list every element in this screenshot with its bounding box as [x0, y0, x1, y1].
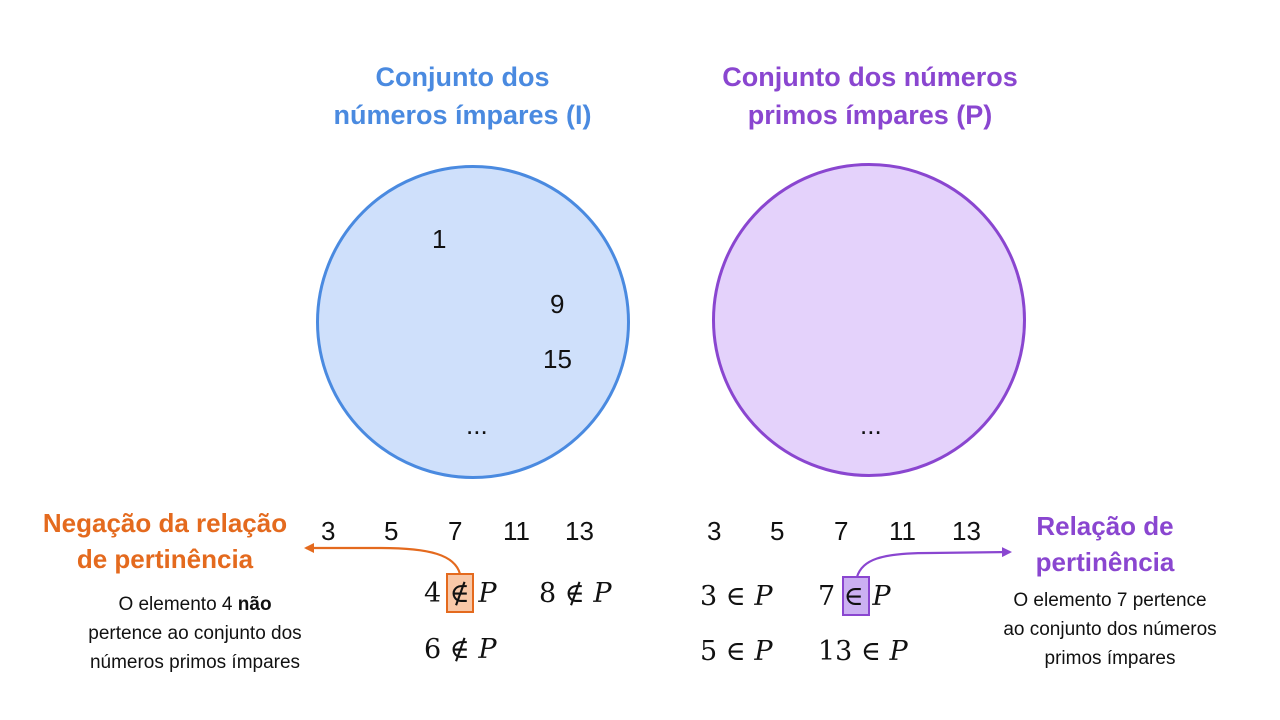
negation-expression: 4 ∉ P [424, 578, 497, 609]
relation-title: Relação de pertinência [1035, 511, 1175, 577]
set-i-element: 1 [432, 224, 447, 254]
negation-expression: 6 ∉ P [424, 634, 497, 665]
left-row-number: 3 [321, 516, 336, 546]
relation-expression: 5 ∈ P [700, 636, 773, 667]
negation-title: Negação da relação de pertinência [42, 508, 288, 574]
negation-description: O elemento 4 não pertence ao conjunto dos… [88, 594, 302, 673]
set-i-title: Conjunto dos números ímpares (I) [333, 62, 592, 130]
left-row-number: 5 [384, 516, 399, 546]
set-i-element: 9 [550, 289, 565, 319]
right-row-number: 13 [952, 516, 981, 546]
set-p-circle [712, 163, 1026, 477]
set-i-element: ... [466, 410, 488, 440]
negation-expression: 8 ∉ P [539, 578, 612, 609]
relation-description: O elemento 7 pertence ao conjunto dos núm… [1003, 590, 1217, 669]
left-row-number: 13 [565, 516, 594, 546]
right-row-number: 5 [770, 516, 785, 546]
relation-arrow [855, 547, 1012, 578]
set-p-element: ... [860, 410, 882, 440]
relation-expression: 13 ∈ P [818, 636, 908, 667]
element-of-highlight [842, 576, 870, 616]
set-i-circle [316, 165, 630, 479]
left-row-number: 7 [448, 516, 463, 546]
right-row-number: 3 [707, 516, 722, 546]
right-row-number: 11 [889, 516, 916, 546]
relation-expression: 7 ∈ P [818, 581, 891, 612]
set-i-element: 15 [543, 344, 572, 374]
right-row-number: 7 [834, 516, 849, 546]
negation-arrow [304, 543, 462, 575]
relation-expression: 3 ∈ P [700, 581, 773, 612]
left-row-number: 11 [503, 516, 530, 546]
set-p-title: Conjunto dos números primos ímpares (P) [722, 62, 1018, 130]
